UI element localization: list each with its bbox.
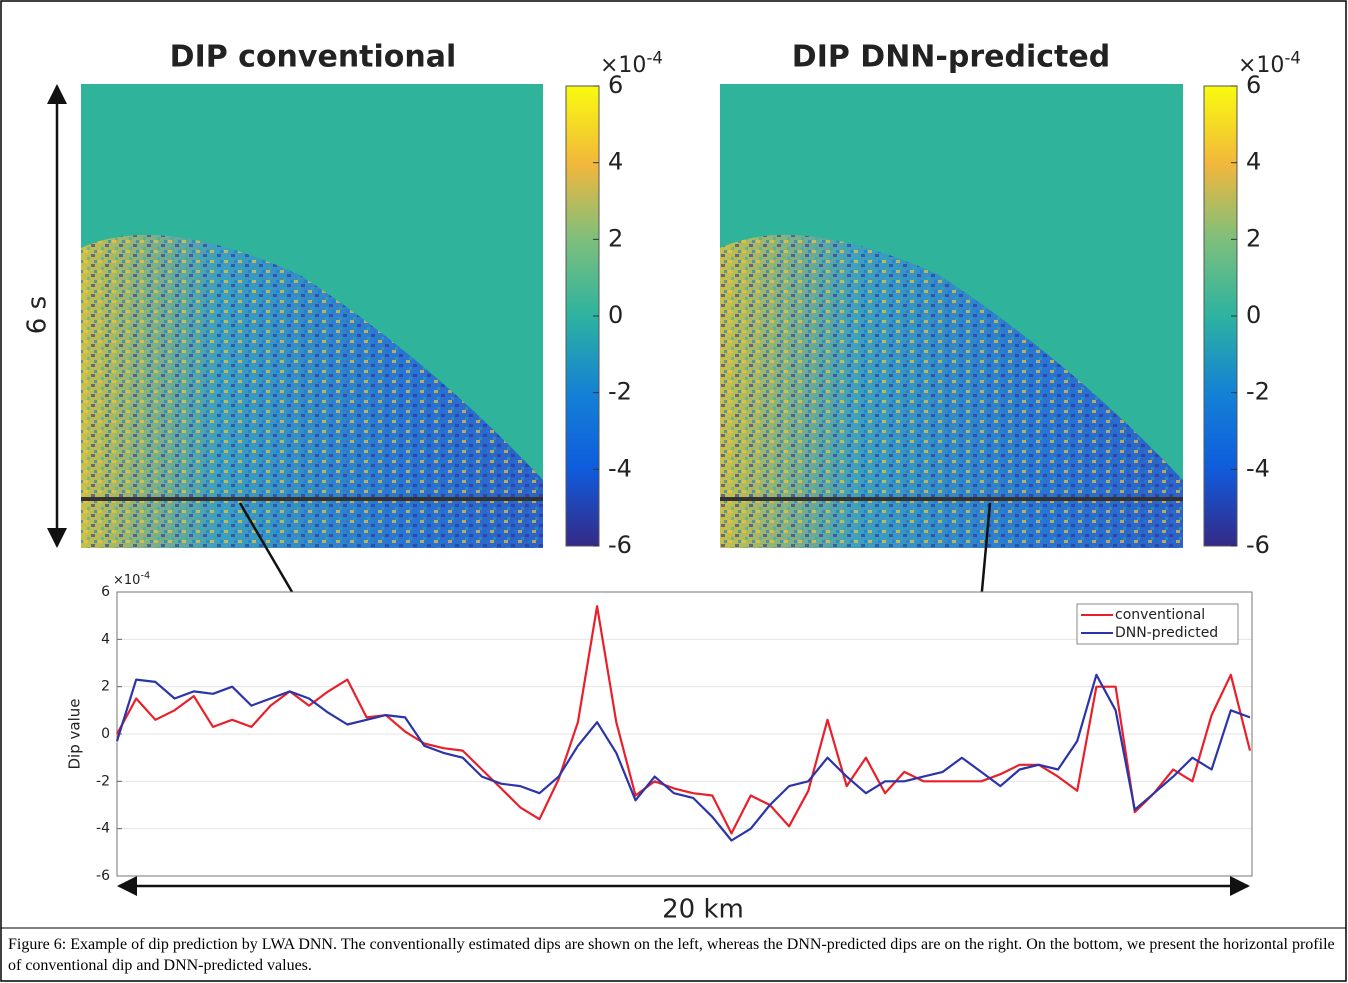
multiplier-base: ×10 — [1238, 53, 1284, 78]
multiplier-exponent: -4 — [140, 570, 150, 581]
colorbar-tick-label: 2 — [608, 224, 623, 252]
y-tick-label: -6 — [96, 868, 110, 884]
panel-title: DIP DNN-predicted — [792, 40, 1110, 75]
legend-label: conventional — [1115, 607, 1205, 623]
width-label: 20 km — [662, 895, 744, 925]
colorbar-tick-label: -2 — [1246, 378, 1270, 406]
multiplier: ×10-4 — [600, 48, 663, 78]
y-tick-label: -2 — [96, 773, 110, 789]
multiplier: ×10-4 — [113, 570, 150, 587]
multiplier-exponent: -4 — [1284, 48, 1300, 67]
colorbar-tick-label: -6 — [1246, 531, 1270, 559]
y-tick-label: 0 — [101, 726, 110, 742]
colorbar-tick-label: 6 — [1246, 71, 1261, 99]
colorbar-tick-label: 6 — [608, 71, 623, 99]
colorbar-tick-label: -6 — [608, 531, 632, 559]
colorbar-tick-label: -4 — [608, 454, 632, 482]
heatmap — [720, 84, 1183, 548]
multiplier-base: ×10 — [113, 573, 140, 588]
legend — [1076, 603, 1239, 645]
series-line — [115, 673, 1251, 842]
colorbar-tick-label: 2 — [1246, 224, 1261, 252]
colorbar-tick-label: 0 — [608, 301, 623, 329]
colorbar-tick-label: -4 — [1246, 454, 1270, 482]
colorbar-tick-label: 4 — [1246, 148, 1261, 176]
y-tick-label: -4 — [96, 821, 110, 837]
multiplier-base: ×10 — [600, 53, 646, 78]
y-tick-label: 4 — [101, 631, 110, 647]
y-tick-label: 2 — [101, 679, 110, 695]
heatmap — [81, 84, 543, 548]
y-tick-label: 6 — [101, 584, 110, 600]
colorbar-tick-label: -2 — [608, 378, 632, 406]
multiplier: ×10-4 — [1238, 48, 1301, 78]
colorbar-tick-label: 0 — [1246, 301, 1261, 329]
colorbar-tick-label: 4 — [608, 148, 623, 176]
legend-label: DNN-predicted — [1115, 625, 1218, 641]
series-line — [116, 605, 1252, 835]
height-label: 6 s — [23, 296, 53, 334]
y-axis-label: Dip value — [66, 699, 84, 770]
multiplier-exponent: -4 — [646, 48, 662, 67]
caption: Figure 6: Example of dip prediction by L… — [8, 936, 1335, 974]
panel-title: DIP conventional — [170, 40, 457, 75]
